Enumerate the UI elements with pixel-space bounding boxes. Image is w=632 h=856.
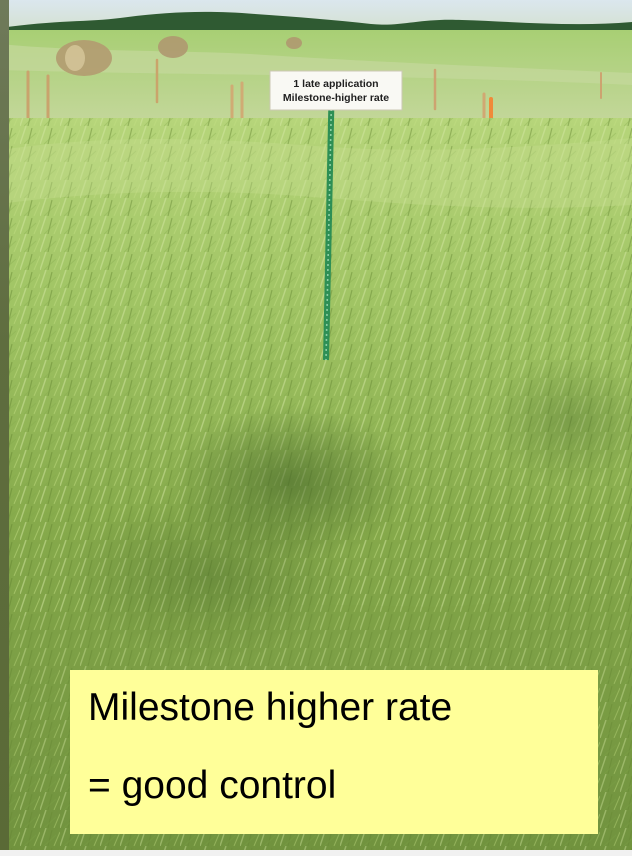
caption-line-2: = good control (88, 764, 337, 807)
sign-post (269, 70, 403, 361)
bottom-border (0, 850, 632, 856)
sign-text: 1 late application Milestone-higher rate (283, 78, 389, 104)
caption-line-1: Milestone higher rate (88, 686, 453, 729)
left-photo-edge (0, 0, 9, 856)
caption-box: Milestone higher rate = good control (70, 670, 598, 834)
sign-line-2: Milestone-higher rate (283, 92, 389, 104)
sign-line-1: 1 late application (293, 78, 378, 90)
hay-bales (56, 36, 302, 76)
